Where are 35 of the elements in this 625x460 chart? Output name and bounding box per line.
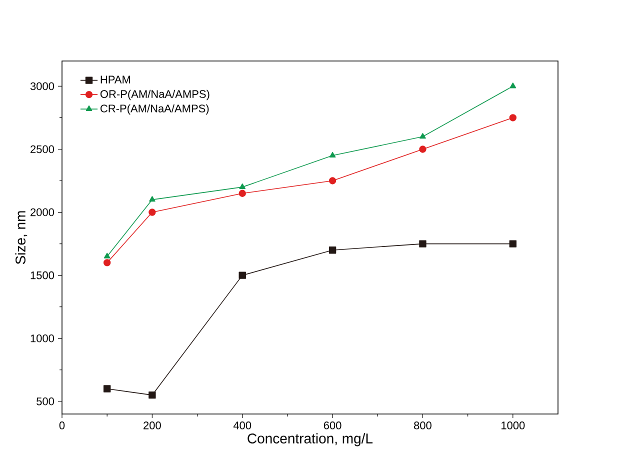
y-tick-label: 500 [36, 397, 54, 406]
point [510, 82, 516, 88]
x-tick-label: 200 [144, 422, 161, 430]
y-tick-label: 1500 [30, 271, 54, 280]
y-tick-label: 2500 [30, 145, 54, 154]
x-axis-title: Concentration, mg/L [248, 433, 373, 446]
legend-label: CR-P(AM/NaA/AMPS) [100, 104, 209, 115]
point [509, 114, 517, 122]
legend-label: OR-P(AM/NaA/AMPS) [100, 90, 210, 100]
x-tick-label: 800 [414, 422, 432, 430]
point [329, 152, 336, 158]
point [149, 196, 156, 202]
point [239, 183, 246, 190]
legend-label: HPAM [100, 76, 130, 84]
point [328, 246, 336, 254]
point [238, 190, 246, 197]
point [238, 272, 246, 279]
point [104, 252, 110, 258]
x-tick-label: 1000 [502, 422, 525, 430]
point [148, 391, 156, 399]
x-tick-label: 600 [324, 422, 342, 430]
x-tick-label: 400 [233, 422, 252, 430]
y-axis-title: Size, nm [15, 211, 28, 264]
y-tick-label: 1000 [30, 334, 54, 342]
point [328, 177, 336, 184]
point [509, 240, 517, 248]
point [420, 133, 426, 139]
y-tick-label: 3000 [30, 82, 54, 90]
point [419, 240, 426, 248]
point [103, 259, 111, 266]
point [419, 146, 426, 153]
x-tick-label: 0 [59, 422, 65, 430]
y-tick-label: 2000 [30, 208, 54, 216]
point [148, 208, 156, 216]
point [103, 385, 111, 392]
